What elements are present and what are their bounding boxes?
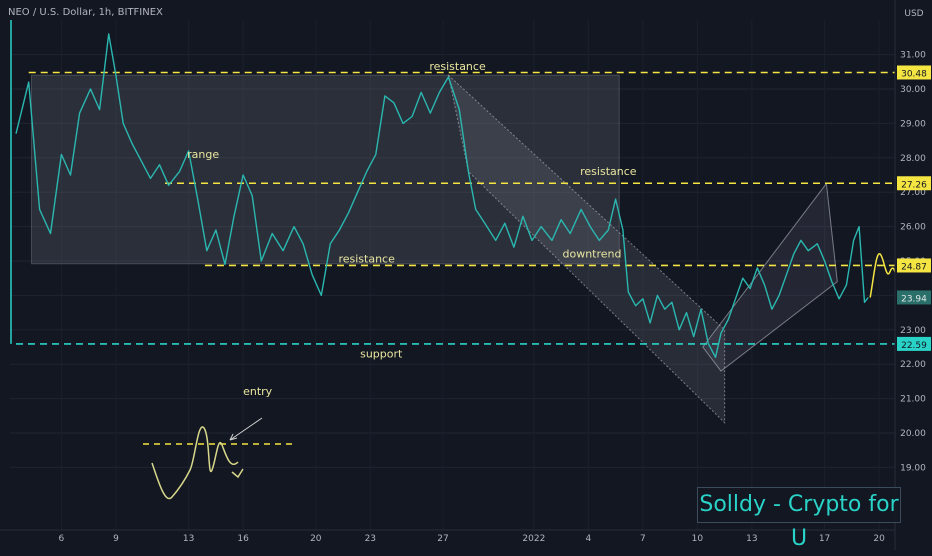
current-price-bg xyxy=(897,290,931,305)
y-tick-label: 22.00 xyxy=(900,360,926,370)
y-tick-label: 31.00 xyxy=(900,51,926,61)
x-tick-label: 4 xyxy=(585,534,591,544)
x-tick-label: 17 xyxy=(819,534,830,544)
x-tick-label: 10 xyxy=(692,534,704,544)
current-price-label: 23.94 xyxy=(901,294,927,304)
level-label-bg xyxy=(897,336,931,351)
downtrend-channel xyxy=(447,73,726,424)
x-tick-label: 20 xyxy=(873,534,885,544)
entry-sketch-arrow-icon xyxy=(231,468,244,479)
entry-sketch-path xyxy=(151,426,239,500)
annotation-downtrend: downtrend xyxy=(562,248,621,261)
axis-currency: USD xyxy=(904,9,923,19)
level-label-bg xyxy=(897,65,931,80)
entry-pointer-arrow-icon xyxy=(229,433,238,441)
annotation-resistance: resistance xyxy=(580,165,637,178)
annotation-entry: entry xyxy=(243,385,273,398)
annotation-support: support xyxy=(360,347,403,360)
x-tick-label: 9 xyxy=(113,534,119,544)
y-tick-label: 27.00 xyxy=(900,188,926,198)
level-label: 27.26 xyxy=(901,180,927,190)
entry-sketch xyxy=(143,417,293,500)
x-tick-label: 2022 xyxy=(522,534,545,544)
annotation-range: range xyxy=(187,148,219,161)
level-label: 30.48 xyxy=(901,69,927,79)
x-tick-label: 13 xyxy=(183,534,194,544)
range-box xyxy=(30,74,620,265)
y-tick-label: 20.00 xyxy=(900,429,926,439)
level-label-bg xyxy=(897,258,931,273)
grid xyxy=(10,20,895,530)
y-tick-label: 19.00 xyxy=(900,463,926,473)
annotation-resistance: resistance xyxy=(338,253,395,266)
y-tick-label: 21.00 xyxy=(900,395,926,405)
y-tick-label: 30.00 xyxy=(900,85,926,95)
level-label: 22.59 xyxy=(901,341,927,351)
y-tick-label: 26.00 xyxy=(900,223,926,233)
entry-pointer-line xyxy=(229,417,263,441)
x-tick-label: 23 xyxy=(365,534,376,544)
watermark: Solldy - Crypto for U xyxy=(697,487,901,551)
level-label-bg xyxy=(897,176,931,191)
y-tick-label: 28.00 xyxy=(900,154,926,164)
x-tick-label: 27 xyxy=(437,534,448,544)
price-line xyxy=(15,33,869,358)
x-tick-label: 20 xyxy=(310,534,322,544)
x-tick-label: 16 xyxy=(237,534,249,544)
level-label: 24.87 xyxy=(901,262,927,272)
annotation-resistance: resistance xyxy=(429,60,486,73)
y-tick-label: 23.00 xyxy=(900,326,926,336)
x-tick-label: 13 xyxy=(746,534,757,544)
price-axis-bg xyxy=(895,0,932,550)
rising-channel xyxy=(702,182,838,372)
symbol-header: NEO / U.S. Dollar, 1h, BITFINEX xyxy=(8,7,163,18)
y-tick-label: 29.00 xyxy=(900,119,926,129)
x-tick-label: 6 xyxy=(59,534,65,544)
x-tick-label: 7 xyxy=(640,534,646,544)
